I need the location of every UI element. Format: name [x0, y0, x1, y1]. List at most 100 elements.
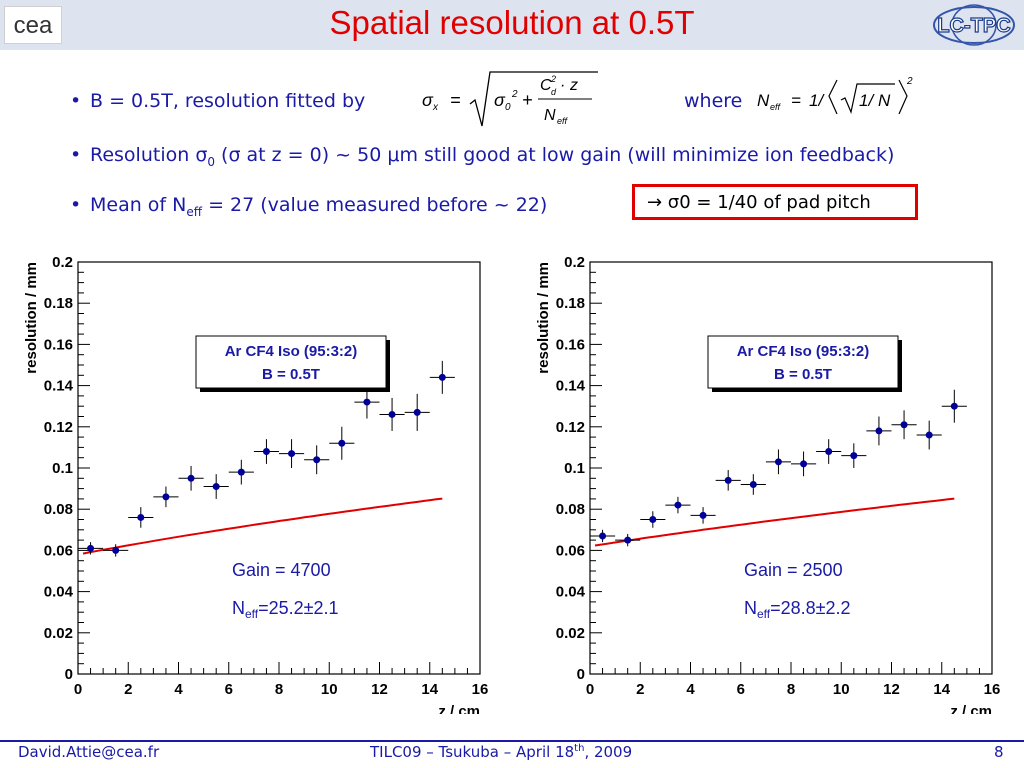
x-tick-label: 0: [74, 681, 82, 698]
data-point: [825, 448, 833, 456]
neff-annotation: Neff=28.8±2.2: [744, 598, 851, 621]
x-axis-label: z / cm: [438, 703, 480, 714]
y-tick-label: 0.16: [556, 336, 585, 353]
y-tick-label: 0.08: [44, 501, 73, 518]
footer-divider: [0, 740, 1024, 742]
plot-frame: [77, 261, 481, 675]
resolution-formula: σ x = σ 0 2 + C 2 d · z N eff: [420, 68, 600, 128]
legend-gas-mixture: Ar CF4 Iso (95:3:2): [225, 343, 358, 360]
bullet-2-text: Resolution σ0 (σ at z = 0) ~ 50 μm still…: [90, 144, 895, 169]
svg-text:0: 0: [505, 102, 511, 113]
data-point: [649, 516, 657, 523]
data-point: [338, 439, 346, 447]
fit-curve: [82, 497, 443, 555]
footer-page-number: 8: [994, 743, 1004, 761]
svg-text:·: ·: [560, 77, 565, 94]
data-point: [624, 536, 632, 544]
data-point: [413, 408, 421, 416]
x-tick-label: 14: [421, 681, 438, 698]
y-tick-label: 0.04: [556, 584, 586, 601]
bullet-1-text: B = 0.5T, resolution fitted by: [90, 90, 366, 112]
svg-text:N: N: [757, 91, 770, 110]
data-point: [674, 501, 682, 509]
y-tick-label: 0.2: [52, 254, 73, 271]
x-tick-label: 16: [984, 681, 1001, 698]
svg-text:2: 2: [906, 76, 913, 87]
x-tick-label: 8: [787, 681, 795, 698]
svg-text:2: 2: [550, 74, 556, 84]
svg-text:x: x: [432, 102, 439, 113]
y-tick-label: 0.2: [564, 254, 585, 271]
svg-text:C: C: [540, 77, 552, 94]
x-tick-label: 12: [371, 681, 388, 698]
svg-text:2: 2: [511, 89, 518, 100]
data-point: [900, 421, 908, 429]
data-point: [774, 458, 782, 466]
x-tick-label: 10: [833, 681, 850, 698]
y-axis-label: resolution / mm: [23, 262, 40, 374]
x-tick-label: 4: [686, 681, 695, 698]
data-point: [212, 483, 220, 491]
svg-text:eff: eff: [770, 102, 782, 112]
x-tick-label: 2: [124, 681, 132, 698]
x-tick-label: 16: [472, 681, 489, 698]
legend-field: B = 0.5T: [262, 366, 320, 383]
data-point: [137, 513, 145, 521]
y-tick-label: 0.06: [44, 542, 73, 559]
y-tick-label: 0.1: [564, 460, 585, 477]
data-point: [438, 373, 446, 381]
where-label: where: [684, 90, 743, 112]
svg-text:d: d: [551, 87, 557, 97]
legend-field: B = 0.5T: [774, 366, 832, 383]
y-tick-label: 0.02: [44, 625, 73, 642]
chart-gain-4700: 0 2 4 6 8 10 12 14 16 0 0.02 0.04 0.06 0.08 0.1 0.12 0.1…: [23, 254, 489, 714]
data-point: [950, 402, 958, 410]
legend-gas-mixture: Ar CF4 Iso (95:3:2): [737, 343, 870, 360]
y-tick-label: 0.12: [44, 419, 73, 436]
data-point: [699, 511, 707, 519]
lctpc-logo-text: LC-TPC: [937, 15, 1010, 37]
y-tick-label: 0.18: [556, 295, 585, 312]
y-tick-label: 0: [577, 666, 585, 683]
lctpc-logo: LC-TPC: [930, 2, 1018, 48]
y-tick-label: 0.02: [556, 625, 585, 642]
fit-curve: [594, 497, 955, 547]
x-tick-label: 12: [883, 681, 900, 698]
data-point: [87, 544, 95, 552]
svg-text:1/: 1/: [859, 91, 875, 110]
y-tick-label: 0.18: [44, 295, 73, 312]
x-tick-label: 6: [737, 681, 745, 698]
data-point: [162, 493, 170, 501]
y-axis-label: resolution / mm: [535, 262, 552, 374]
x-tick-label: 6: [225, 681, 233, 698]
bullet-3-text: Mean of Neff = 27 (value measured before…: [90, 194, 548, 219]
data-point: [112, 546, 120, 554]
footer-event: TILC09 – Tsukuba – April 18th, 2009: [370, 743, 633, 761]
data-point: [262, 448, 270, 456]
y-tick-label: 0: [65, 666, 73, 683]
x-tick-label: 2: [636, 681, 644, 698]
x-tick-label: 14: [933, 681, 950, 698]
svg-text:+: +: [522, 90, 533, 110]
data-point: [388, 410, 396, 418]
legend-box: [707, 335, 899, 389]
data-point: [237, 468, 245, 476]
legend-box: [195, 335, 387, 389]
footer-email: David.Attie@cea.fr: [18, 743, 160, 761]
y-tick-label: 0.08: [556, 501, 585, 518]
slide-title: Spatial resolution at 0.5T: [329, 4, 695, 41]
callout-box: → σ0 = 1/40 of pad pitch: [632, 184, 918, 220]
data-point: [187, 474, 195, 482]
header-bar: [0, 0, 1024, 50]
x-tick-label: 10: [321, 681, 338, 698]
svg-text:=: =: [791, 91, 801, 110]
svg-text:z: z: [569, 77, 578, 94]
x-tick-label: 0: [586, 681, 594, 698]
neff-formula: N eff = 1/ 1/ N 2: [755, 74, 915, 120]
data-point: [363, 398, 371, 406]
neff-annotation: Neff=25.2±2.1: [232, 598, 339, 621]
y-tick-label: 0.1: [52, 460, 73, 477]
svg-text:N: N: [544, 107, 556, 124]
svg-text:1/: 1/: [809, 91, 825, 110]
svg-text:σ: σ: [422, 90, 434, 110]
